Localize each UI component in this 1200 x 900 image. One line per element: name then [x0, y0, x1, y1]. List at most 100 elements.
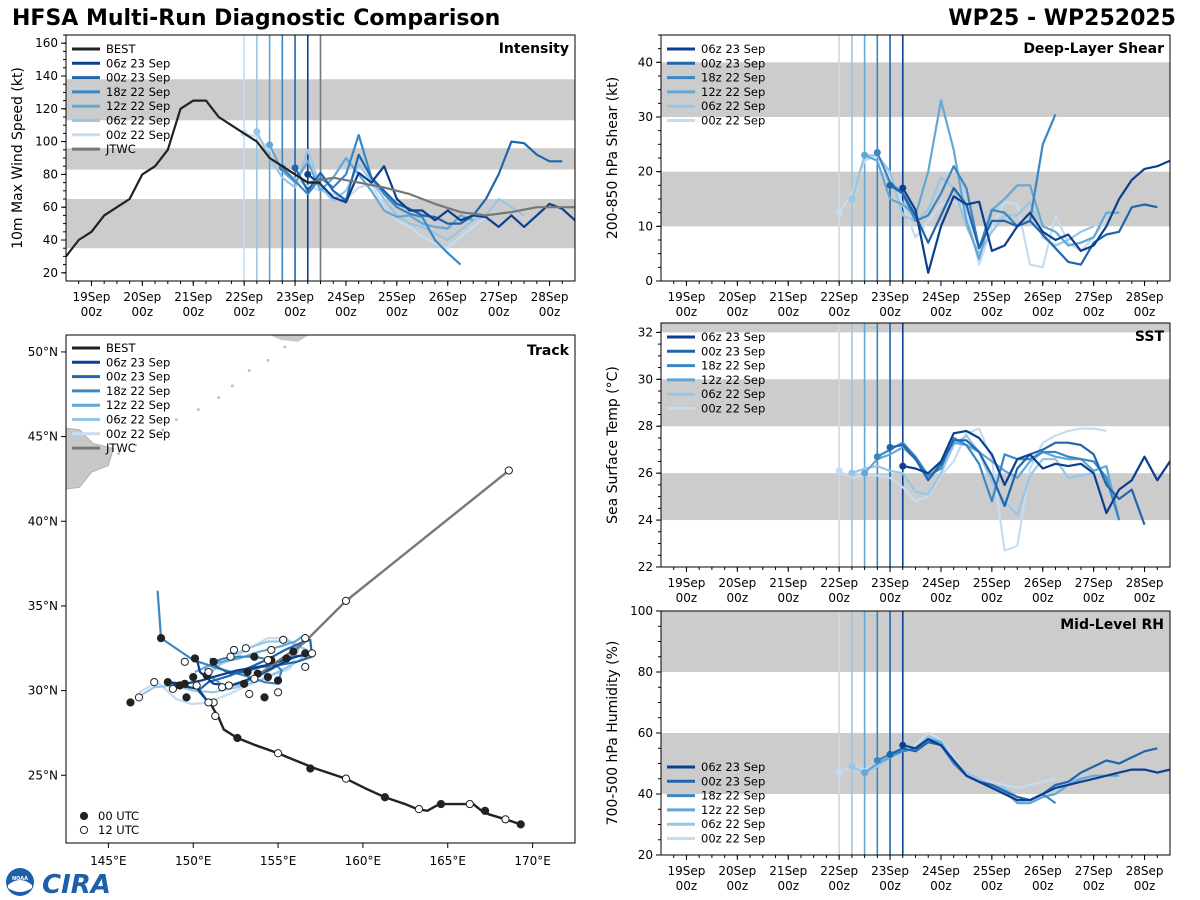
track-run-point — [263, 656, 273, 665]
track-run-point — [180, 679, 189, 688]
rh-ytick-label-80: 80 — [638, 665, 653, 679]
track-jtwc-point — [504, 466, 513, 475]
rh-panel-title: Mid-Level RH — [1060, 617, 1164, 633]
shear-xtick-label-day: 24Sep — [922, 290, 960, 304]
track-run-point — [245, 689, 254, 699]
intensity-xtick-label-day: 24Sep — [327, 290, 365, 304]
track-run-point — [189, 672, 198, 682]
intensity-chart: 2040608010012014016019Sep00z20Sep00z21Se… — [10, 34, 576, 319]
rh-legend-label-06z-22-sep: 06z 22 Sep — [701, 817, 765, 831]
rh-xtick-label-hour: 00z — [828, 879, 850, 893]
sst-ylabel: Sea Surface Temp (°C) — [605, 366, 621, 524]
intensity-legend-label-best: BEST — [106, 42, 136, 56]
intensity-xtick-label-hour: 00z — [233, 305, 255, 319]
rh-xtick-label-hour: 00z — [676, 879, 698, 893]
rh-legend-label-12z-22-sep: 12z 22 Sep — [701, 803, 765, 817]
rh-init-point-00z-23-sep — [886, 750, 894, 758]
rh-xtick-label-hour: 00z — [930, 879, 952, 893]
track-run-point — [168, 684, 177, 694]
intensity-ytick-label-160: 160 — [35, 36, 58, 50]
sst-xtick-label-day: 28Sep — [1126, 576, 1164, 590]
track-panel-title: Track — [527, 343, 570, 359]
sst-ytick-label-28: 28 — [638, 419, 653, 433]
rh-xtick-label-day: 26Sep — [1024, 864, 1062, 878]
sst-xtick-label-hour: 00z — [727, 591, 749, 605]
rh-band-0 — [661, 733, 1170, 794]
sst-init-point-00z-22-sep — [835, 467, 843, 475]
sst-init-point-18z-22-sep — [873, 453, 881, 461]
kuril-island — [196, 408, 200, 411]
track-run-point — [240, 679, 249, 688]
sst-xtick-label-day: 26Sep — [1024, 576, 1062, 590]
rh-xtick-label-hour: 00z — [1032, 879, 1054, 893]
intensity-series-06z-23-sep — [307, 165, 575, 228]
rh-chart: 2040608010019Sep00z20Sep00z21Sep00z22Sep… — [605, 604, 1171, 893]
track-run-point — [229, 645, 239, 655]
track-best-point — [414, 805, 424, 814]
rh-legend-label-00z-22-sep: 00z 22 Sep — [701, 832, 765, 846]
rh-xtick-label-day: 23Sep — [871, 864, 909, 878]
rh-init-point-12z-22-sep — [861, 769, 869, 777]
rh-xtick-label-day: 21Sep — [769, 864, 807, 878]
sst-series-00z-22-sep — [838, 427, 1107, 552]
track-marker-legend-symbol — [79, 825, 89, 835]
track-run-point — [273, 676, 283, 685]
shear-xtick-label-hour: 00z — [981, 305, 1003, 319]
rh-xtick-label-hour: 00z — [879, 879, 901, 893]
sst-ytick-label-22: 22 — [638, 560, 653, 574]
sst-series-18z-22-sep — [876, 436, 1121, 521]
sst-xtick-label-day: 23Sep — [871, 576, 909, 590]
rh-xtick-label-day: 25Sep — [973, 864, 1011, 878]
rh-legend-label-18z-22-sep: 18z 22 Sep — [701, 789, 765, 803]
shear-ytick-label-30: 30 — [638, 110, 653, 124]
shear-xtick-label-hour: 00z — [1032, 305, 1054, 319]
rh-band-1 — [661, 611, 1170, 672]
track-legend-label-00z-22-sep: 00z 22 Sep — [106, 427, 170, 441]
track-run-point — [301, 634, 310, 643]
track-run-point — [156, 634, 166, 643]
track-xtick-label: 165°E — [430, 854, 467, 868]
kuril-island — [174, 418, 178, 422]
intensity-legend-label-00z-22-sep: 00z 22 Sep — [106, 128, 170, 142]
track-legend-label-jtwc: JTWC — [105, 441, 136, 455]
track-jtwc-point — [341, 596, 351, 605]
kuril-island — [283, 345, 287, 349]
rh-xtick-label-hour: 00z — [727, 879, 749, 893]
track-run-point — [190, 654, 200, 663]
shear-ytick-label-0: 0 — [645, 274, 653, 288]
rh-xtick-label-hour: 00z — [777, 879, 799, 893]
sst-xtick-label-hour: 00z — [676, 591, 698, 605]
rh-ytick-label-20: 20 — [638, 848, 653, 862]
sst-series-06z-22-sep — [851, 434, 1094, 517]
track-best-point — [480, 806, 490, 815]
track-legend-label-06z-23-sep: 06z 23 Sep — [106, 355, 170, 369]
track-run-point — [273, 688, 283, 697]
track-best-point — [501, 815, 510, 824]
track-legend-label-12z-22-sep: 12z 22 Sep — [106, 398, 170, 412]
sst-chart: 22242628303219Sep00z20Sep00z21Sep00z22Se… — [605, 322, 1171, 605]
sst-series-06z-23-sep — [902, 429, 1170, 515]
rh-xtick-label-day: 27Sep — [1075, 864, 1113, 878]
kuril-island — [117, 452, 120, 455]
intensity-init-point-06z-23-sep — [304, 170, 312, 178]
sst-xtick-label-hour: 00z — [981, 591, 1003, 605]
rh-init-point-06z-22-sep — [848, 763, 856, 771]
shear-series-00z-23-sep — [889, 184, 1158, 266]
shear-xtick-label-hour: 00z — [1134, 305, 1156, 319]
intensity-ytick-label-20: 20 — [43, 266, 58, 280]
kuril-island — [247, 369, 251, 372]
rh-xtick-label-day: 19Sep — [668, 864, 706, 878]
shear-xtick-label-hour: 00z — [727, 305, 749, 319]
track-run-00z-23-sep — [197, 638, 314, 704]
sst-legend-label-06z-22-sep: 06z 22 Sep — [701, 387, 765, 401]
rh-series-06z-23-sep — [902, 737, 1170, 802]
track-best-point — [306, 764, 315, 773]
shear-init-point-06z-23-sep — [899, 184, 907, 192]
sst-legend-label-12z-22-sep: 12z 22 Sep — [701, 373, 765, 387]
track-run-point — [301, 649, 310, 658]
track-marker-legend-label: 00 UTC — [98, 809, 139, 823]
sst-legend-label-00z-23-sep: 00z 23 Sep — [701, 344, 765, 358]
track-ytick-label: 50°N — [28, 345, 58, 359]
track-run-point — [217, 683, 227, 692]
shear-ytick-label-10: 10 — [638, 219, 653, 233]
